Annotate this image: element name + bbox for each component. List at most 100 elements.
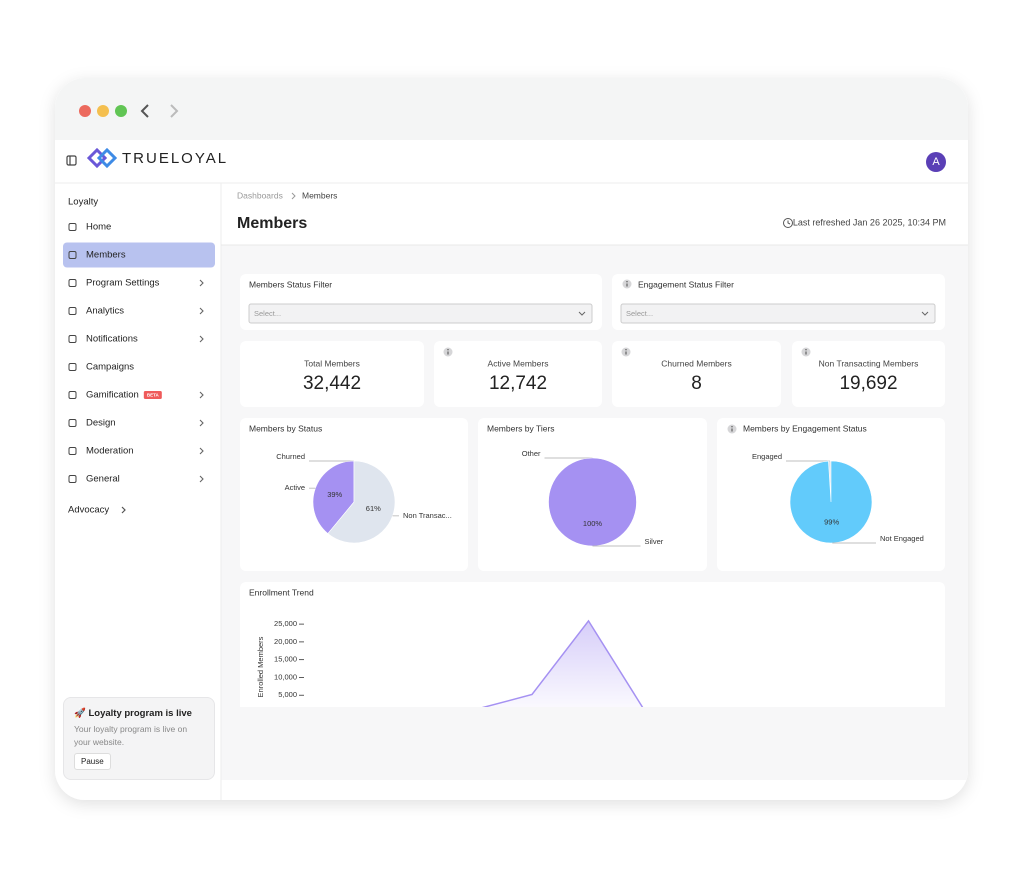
chevron bbox=[199, 419, 204, 427]
trend-line bbox=[481, 619, 644, 707]
kpi-value: 8 bbox=[691, 373, 702, 394]
chevron bbox=[199, 391, 204, 399]
sidebar-section: Loyalty bbox=[68, 197, 98, 208]
chevron bbox=[199, 447, 204, 455]
filter-label: Members Status Filter bbox=[249, 279, 332, 289]
chevron bbox=[199, 335, 204, 343]
y-tick-label: 10,000 bbox=[274, 672, 297, 681]
slice-label: Engaged bbox=[752, 452, 782, 461]
back-arrow[interactable] bbox=[140, 104, 149, 118]
clock-icon bbox=[783, 218, 793, 228]
select-arrow bbox=[921, 311, 929, 316]
promo-card: 🚀 Loyalty program is live Your loyalty p… bbox=[63, 697, 215, 780]
sidebar-toggle[interactable] bbox=[66, 155, 77, 166]
forward-arrow[interactable] bbox=[170, 104, 179, 118]
select-box[interactable] bbox=[620, 303, 936, 324]
pause-button[interactable]: Pause bbox=[74, 753, 111, 770]
active-highlight bbox=[63, 242, 215, 268]
max-dot[interactable] bbox=[115, 105, 127, 117]
nav-icon bbox=[68, 335, 77, 343]
kpi-value: 32,442 bbox=[303, 373, 361, 394]
info-dot bbox=[447, 349, 449, 351]
y-tick-label: 25,000 bbox=[274, 619, 297, 628]
y-tick-label: 20,000 bbox=[274, 637, 297, 646]
slice-label: Churned bbox=[276, 452, 305, 461]
trend-plot: 5,000 10,000 15,000 20,000 25,000 bbox=[274, 619, 644, 707]
page-title: Members bbox=[237, 215, 307, 232]
chart-title: Members by Tiers bbox=[487, 423, 555, 433]
chart-title: Enrollment Trend bbox=[249, 587, 314, 597]
breadcrumb-sep bbox=[291, 192, 296, 200]
nav-item[interactable]: Notifications bbox=[86, 334, 138, 345]
nav-item[interactable]: Members bbox=[86, 250, 126, 261]
slice-value: 61% bbox=[366, 504, 381, 513]
breadcrumb-item[interactable]: Dashboards bbox=[237, 190, 283, 200]
badge: BETA bbox=[147, 392, 160, 397]
slice-label: Not Engaged bbox=[880, 534, 924, 543]
info-dot bbox=[731, 426, 733, 428]
slice-label: Silver bbox=[645, 537, 664, 546]
chevron bbox=[199, 307, 204, 315]
select-placeholder: Select... bbox=[254, 309, 281, 318]
kpi-value: 12,742 bbox=[489, 373, 547, 394]
nav-item[interactable]: Home bbox=[86, 222, 111, 233]
card bbox=[792, 341, 945, 407]
nav-icon bbox=[68, 447, 77, 455]
pie-slice bbox=[789, 460, 873, 544]
y-tick-label: 5,000 bbox=[278, 690, 297, 699]
nav-item[interactable]: Design bbox=[86, 418, 116, 429]
nav-icon bbox=[68, 363, 77, 371]
kpi-label: Churned Members bbox=[661, 358, 731, 368]
slice-label: Non Transac... bbox=[403, 511, 452, 520]
nav-icon bbox=[68, 419, 77, 427]
slice-label: Other bbox=[522, 449, 541, 458]
min-dot[interactable] bbox=[97, 105, 109, 117]
card bbox=[240, 341, 424, 407]
slice-value: 100% bbox=[583, 519, 603, 528]
kpi-label: Non Transacting Members bbox=[819, 358, 919, 368]
nav-icon bbox=[68, 279, 77, 287]
chart-title: Members by Status bbox=[249, 423, 322, 433]
avatar[interactable] bbox=[926, 152, 946, 172]
card bbox=[612, 341, 781, 407]
promo-text: Your loyalty program is live on your web… bbox=[74, 724, 188, 747]
promo-title: 🚀 Loyalty program is live bbox=[74, 708, 192, 719]
pie-slice bbox=[312, 460, 355, 535]
nav-icon bbox=[68, 251, 77, 259]
avatar-letter: A bbox=[932, 156, 940, 168]
filter-label: Engagement Status Filter bbox=[638, 279, 734, 289]
select-arrow bbox=[578, 311, 586, 316]
y-tick-label: 15,000 bbox=[274, 655, 297, 664]
nav-item[interactable]: Moderation bbox=[86, 446, 134, 457]
slice-value: 99% bbox=[824, 517, 839, 526]
select-box[interactable] bbox=[248, 303, 593, 324]
y-axis-label: Enrolled Members bbox=[256, 636, 265, 697]
nav-item[interactable]: Gamification bbox=[86, 390, 139, 401]
kpi-value: 19,692 bbox=[839, 373, 897, 394]
info-dot bbox=[625, 349, 627, 351]
chart-title: Members by Engagement Status bbox=[743, 423, 867, 433]
chevron bbox=[199, 279, 204, 287]
chevron bbox=[199, 475, 204, 483]
info-dot bbox=[626, 281, 628, 283]
card bbox=[434, 341, 602, 407]
nav-item[interactable]: Program Settings bbox=[86, 278, 160, 289]
brand: TRUELOYAL bbox=[122, 150, 228, 167]
browser-bar bbox=[55, 78, 968, 140]
nav-icon bbox=[68, 223, 77, 231]
nav-icon bbox=[68, 391, 77, 399]
badge-bg bbox=[143, 391, 162, 399]
nav-item[interactable]: Analytics bbox=[86, 306, 124, 317]
nav-item[interactable]: General bbox=[86, 474, 120, 485]
slice-value: 39% bbox=[327, 490, 342, 499]
info-dot bbox=[805, 349, 807, 351]
trend-area bbox=[484, 620, 643, 707]
kpi-label: Active Members bbox=[488, 358, 549, 368]
advocacy[interactable]: Advocacy bbox=[68, 505, 109, 516]
slice-label: Active bbox=[285, 483, 305, 492]
select-placeholder: Select... bbox=[626, 309, 653, 318]
nav-item[interactable]: Campaigns bbox=[86, 362, 134, 373]
close-dot[interactable] bbox=[79, 105, 91, 117]
pie-slice bbox=[548, 457, 637, 547]
